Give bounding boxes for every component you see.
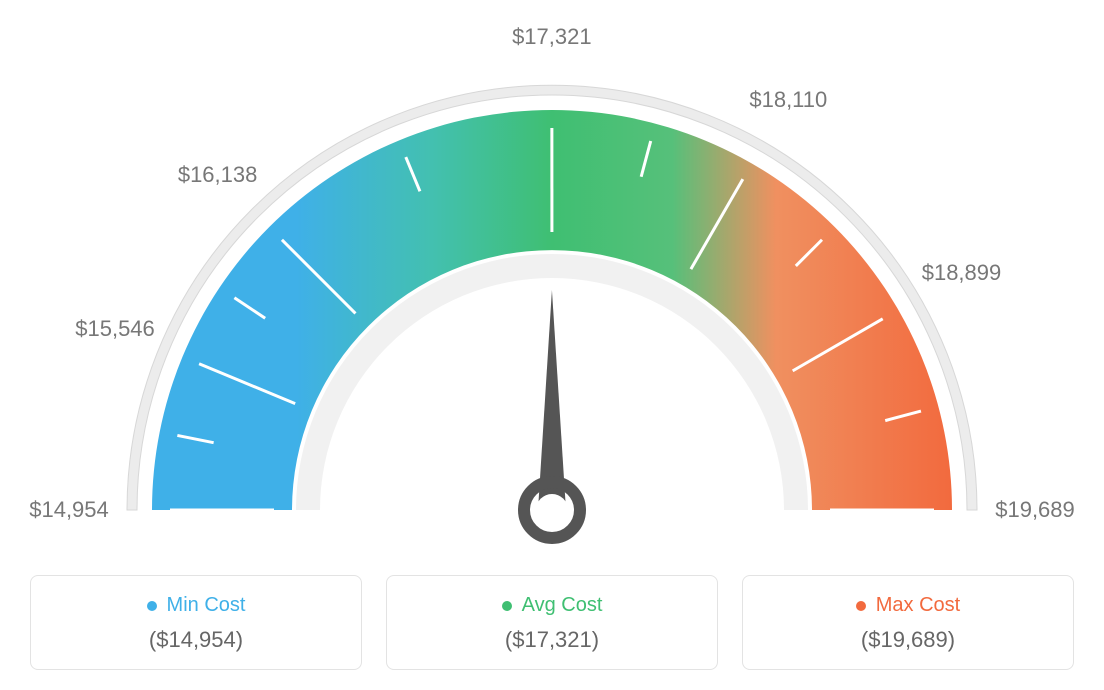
avg-cost-dot — [502, 601, 512, 611]
gauge-tick-label: $18,110 — [749, 87, 827, 113]
gauge-tick-label: $18,899 — [922, 260, 1002, 286]
max-cost-card: Max Cost ($19,689) — [742, 575, 1074, 670]
min-cost-label-row: Min Cost — [147, 594, 246, 617]
min-cost-value: ($14,954) — [41, 627, 351, 653]
avg-cost-value: ($17,321) — [397, 627, 707, 653]
max-cost-label-row: Max Cost — [856, 594, 960, 617]
summary-row: Min Cost ($14,954) Avg Cost ($17,321) Ma… — [0, 575, 1104, 670]
min-cost-dot — [147, 601, 157, 611]
min-cost-label: Min Cost — [167, 594, 246, 617]
gauge-tick-label: $16,138 — [178, 162, 258, 188]
gauge-tick-label: $14,954 — [29, 497, 109, 523]
avg-cost-label-row: Avg Cost — [502, 594, 603, 617]
max-cost-label: Max Cost — [876, 594, 960, 617]
gauge-tick-label: $19,689 — [995, 497, 1075, 523]
gauge-tick-label: $17,321 — [512, 24, 592, 50]
max-cost-dot — [856, 601, 866, 611]
min-cost-card: Min Cost ($14,954) — [30, 575, 362, 670]
cost-gauge: $14,954 $15,546 $16,138 $17,321 $18,110 $18,8… — [22, 20, 1082, 550]
avg-cost-label: Avg Cost — [522, 594, 603, 617]
max-cost-value: ($19,689) — [753, 627, 1063, 653]
gauge-tick-label: $15,546 — [75, 316, 155, 342]
avg-cost-card: Avg Cost ($17,321) — [386, 575, 718, 670]
